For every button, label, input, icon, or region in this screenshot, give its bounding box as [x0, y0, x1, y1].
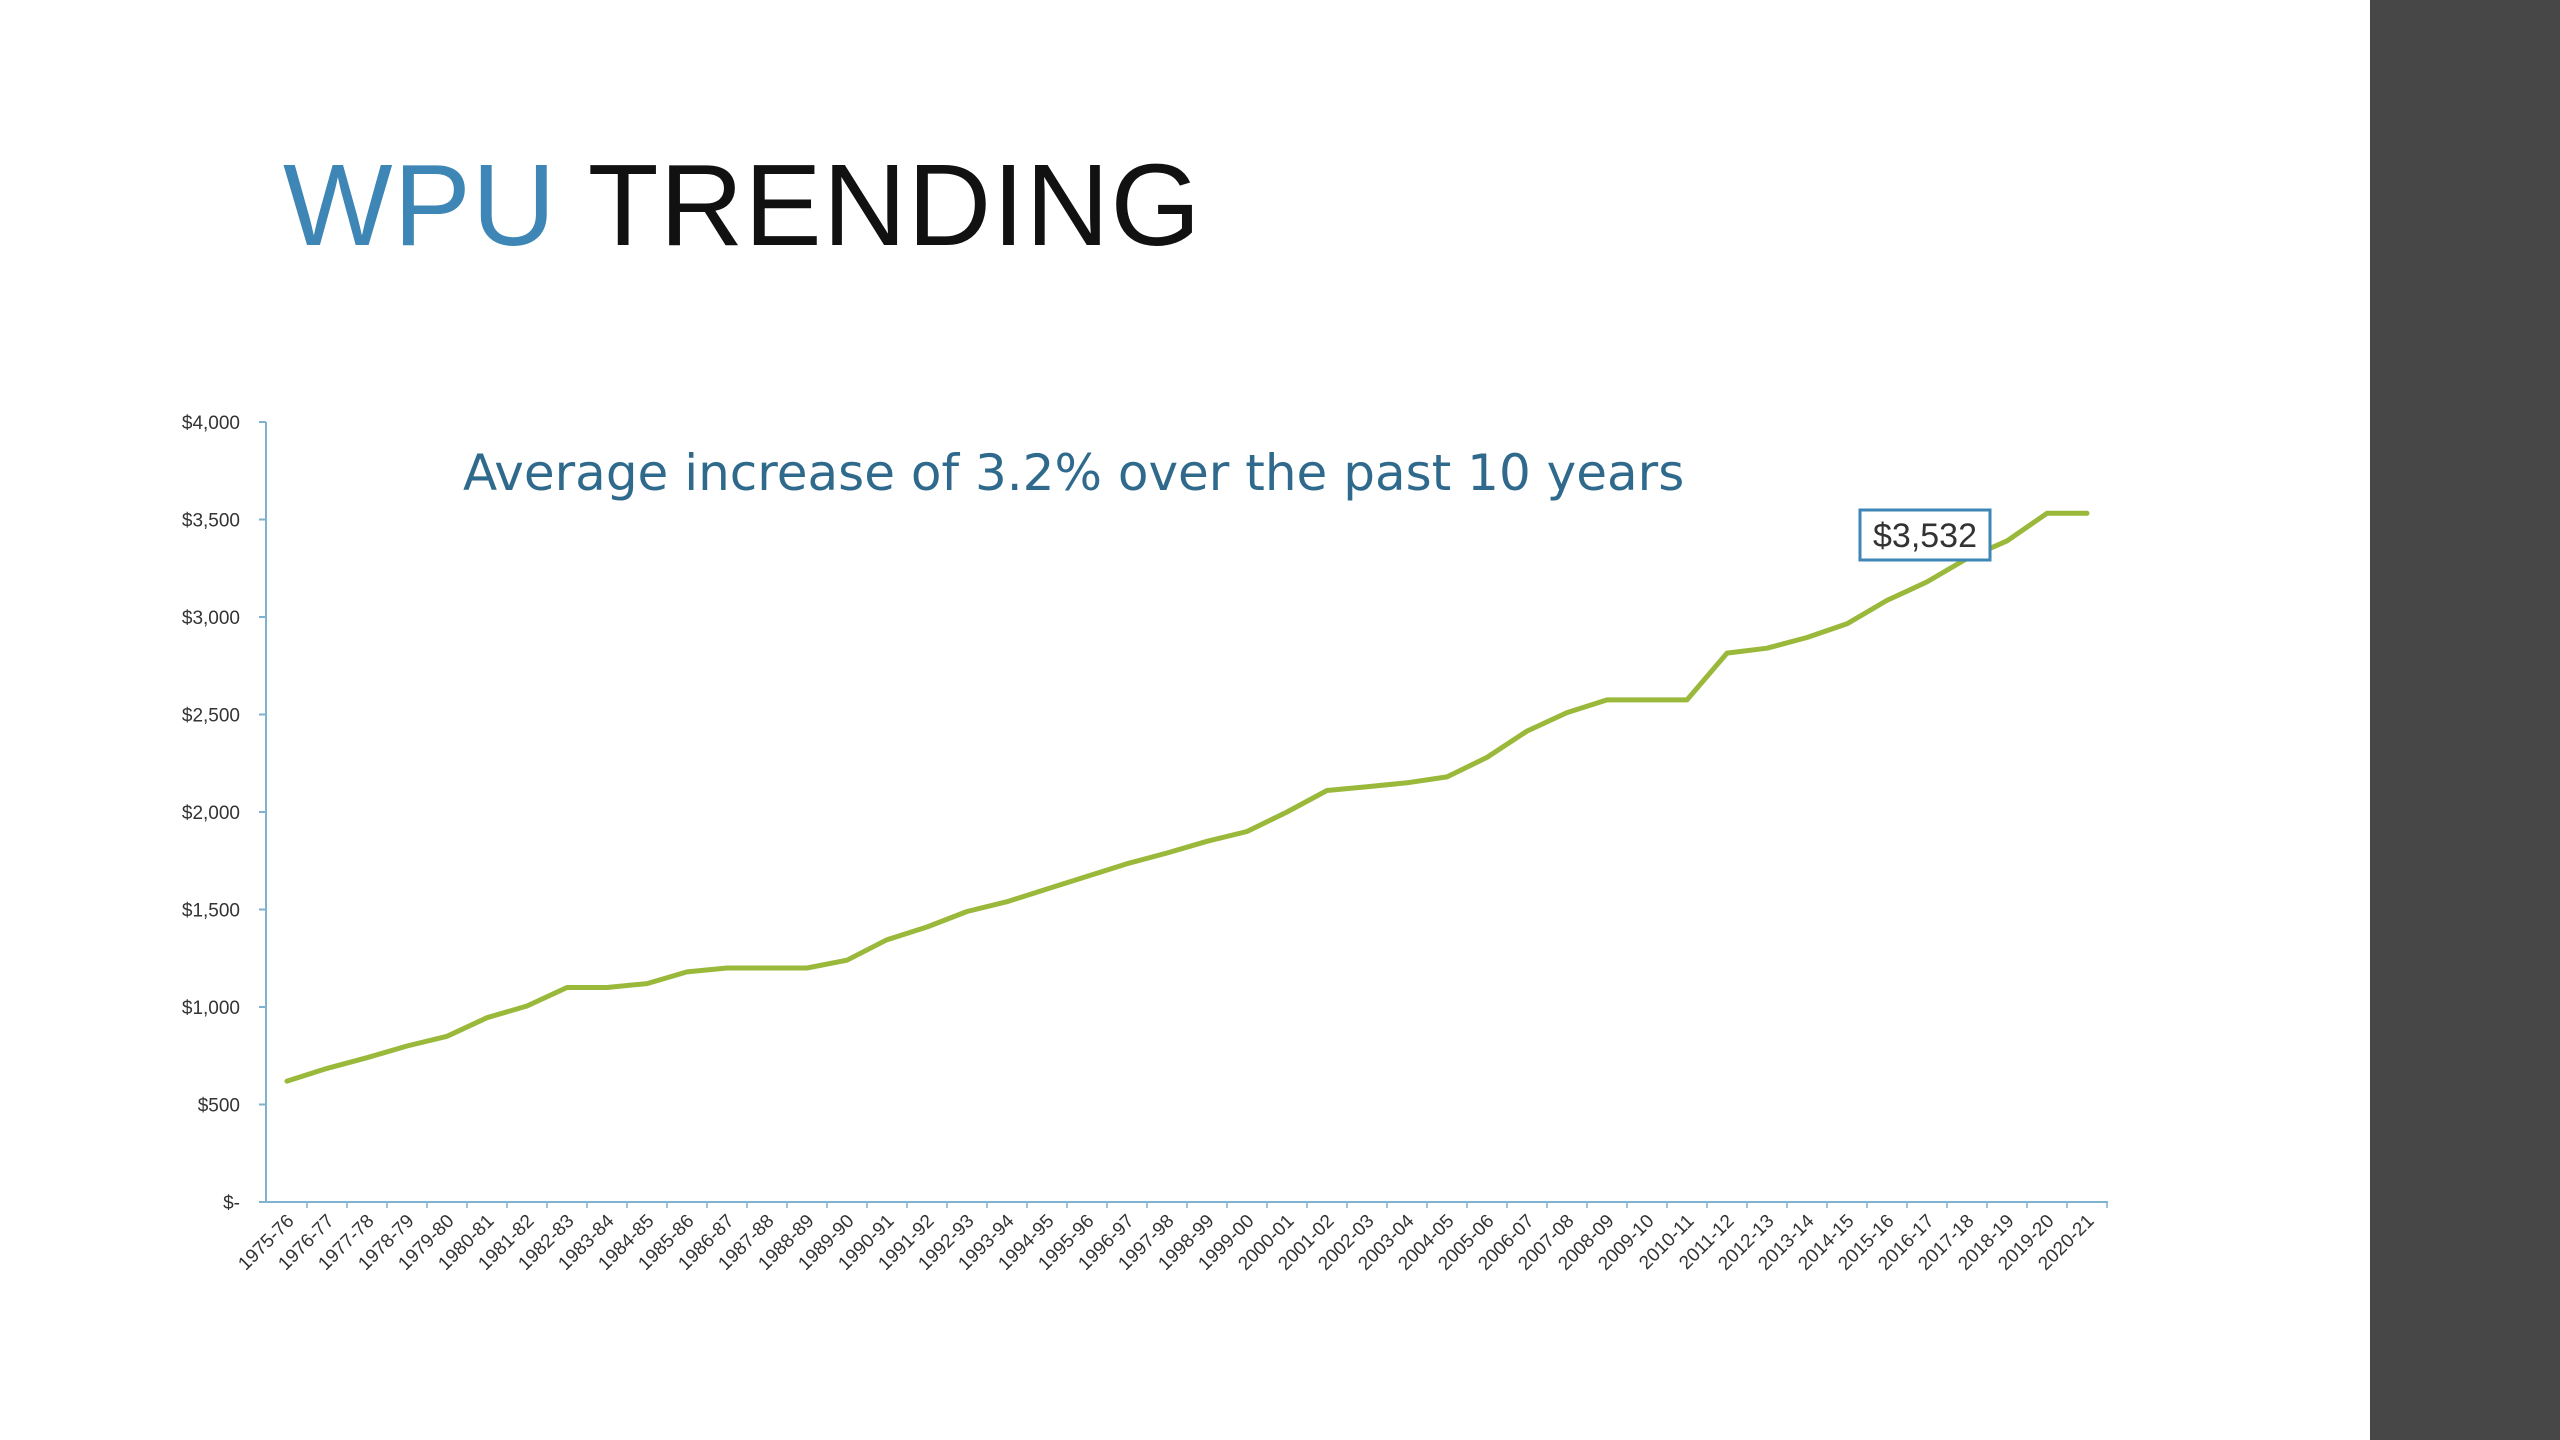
- value-callout-label: $3,532: [1873, 517, 1977, 555]
- y-tick-label: $2,500: [182, 706, 240, 727]
- annotations: Average increase of 3.2% over the past 1…: [463, 444, 1992, 562]
- y-tick-label: $4,000: [182, 413, 240, 434]
- y-tick-label: $3,000: [182, 608, 240, 629]
- y-axis: $- $500 $1,000 $1,500 $2,000 $2,500 $3,000 $3,5…: [182, 413, 267, 1214]
- annotation-text: Average increase of 3.2% over the past 1…: [463, 444, 1684, 502]
- slide: WPU TRENDING $- $500 $1,000 $1,500 $2,000 $2,…: [181, 130, 2108, 1275]
- y-tick-label: $3,500: [182, 511, 240, 532]
- y-tick-label: $1,000: [182, 998, 240, 1019]
- title-accent: WPU: [283, 140, 557, 270]
- series: [284, 510, 2090, 1084]
- y-tick-label: $-: [223, 1193, 240, 1214]
- value-callout-box: [1858, 508, 1992, 562]
- series-line: [284, 510, 2090, 1084]
- side-panel: [2370, 0, 2560, 1440]
- y-tick-label: $1,500: [182, 901, 240, 922]
- y-tick-label: $2,000: [182, 803, 240, 824]
- x-axis: 1975-761976-771977-781978-791979-801980-…: [234, 1201, 2108, 1275]
- line-chart: $- $500 $1,000 $1,500 $2,000 $2,500 $3,000 $3,5…: [182, 413, 2108, 1275]
- slide-title: WPU TRENDING: [283, 130, 1202, 280]
- y-tick-label: $500: [198, 1096, 240, 1117]
- title-main: TRENDING: [587, 140, 1202, 270]
